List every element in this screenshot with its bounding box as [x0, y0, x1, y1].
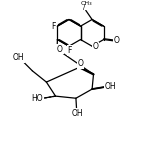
- Text: O: O: [77, 59, 83, 68]
- Text: O: O: [92, 42, 98, 51]
- Text: HO: HO: [31, 94, 43, 103]
- Text: O: O: [57, 45, 63, 54]
- Text: O: O: [114, 36, 120, 45]
- Text: OH: OH: [104, 82, 116, 91]
- Text: CH₃: CH₃: [81, 1, 92, 6]
- Text: OH: OH: [72, 109, 83, 118]
- Text: F: F: [67, 46, 72, 55]
- Text: /: /: [83, 4, 85, 10]
- Text: OH: OH: [12, 53, 24, 62]
- Text: F: F: [51, 22, 55, 31]
